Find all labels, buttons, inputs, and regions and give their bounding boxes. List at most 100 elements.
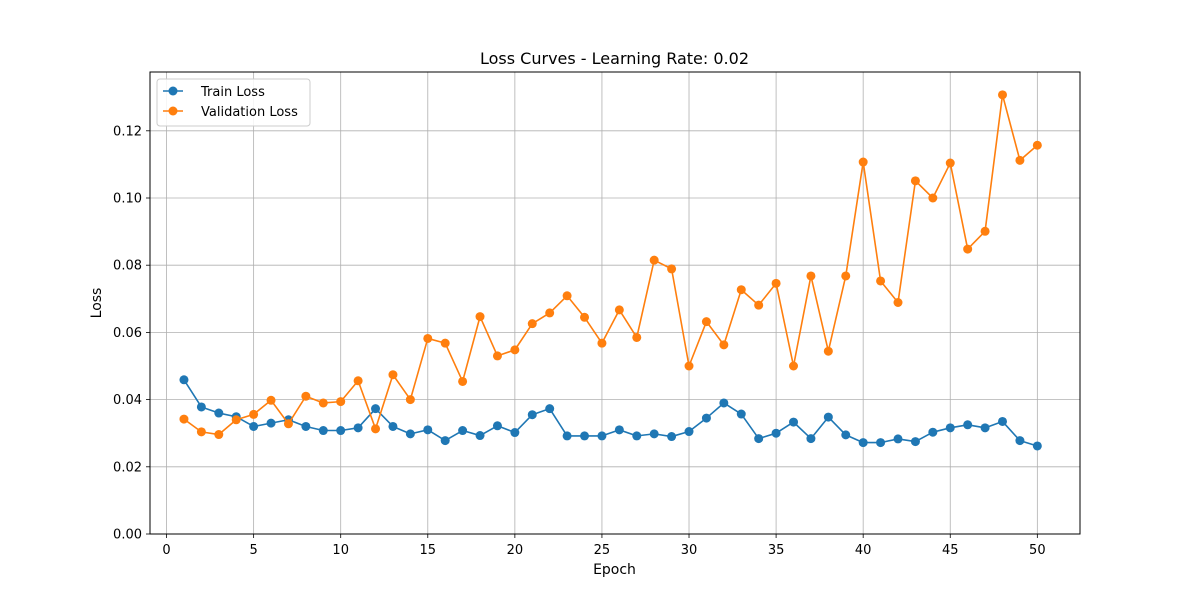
data-point-train: [893, 434, 903, 444]
x-tick-label: 40: [855, 543, 872, 558]
data-point-train: [649, 429, 659, 439]
x-tick-label: 10: [332, 543, 349, 558]
legend-label-validation: Validation Loss: [201, 105, 298, 120]
data-point-train: [980, 423, 990, 433]
data-point-validation: [806, 271, 816, 281]
data-point-validation: [562, 291, 572, 301]
data-point-validation: [492, 351, 502, 361]
x-tick-label: 0: [162, 543, 170, 558]
data-point-validation: [510, 345, 520, 355]
data-point-train: [562, 431, 572, 441]
legend-box: [156, 78, 311, 127]
data-point-validation: [998, 90, 1007, 100]
data-point-train: [754, 434, 764, 444]
data-point-train: [510, 428, 520, 438]
data-point-train: [806, 434, 816, 444]
y-tick-label: 0.00: [113, 528, 142, 543]
data-point-train: [701, 413, 711, 423]
data-point-train: [1015, 436, 1025, 446]
data-point-train: [858, 438, 868, 448]
data-point-validation: [928, 193, 938, 203]
legend-label-train: Train Loss: [200, 85, 265, 100]
data-point-validation: [789, 361, 799, 371]
data-point-train: [196, 402, 206, 412]
data-point-validation: [179, 414, 189, 424]
data-point-validation: [214, 430, 224, 440]
legend-marker-train: [168, 86, 178, 96]
y-tick-label: 0.12: [113, 124, 142, 139]
x-tick-label: 45: [942, 543, 959, 558]
data-point-train: [823, 412, 833, 422]
data-point-train: [597, 431, 607, 441]
data-point-validation: [876, 276, 886, 286]
data-point-train: [614, 425, 624, 435]
data-point-validation: [632, 332, 642, 342]
data-point-validation: [318, 398, 328, 408]
data-point-train: [179, 375, 189, 385]
data-point-validation: [545, 308, 555, 318]
data-point-train: [684, 427, 694, 437]
data-point-validation: [945, 158, 955, 168]
chart-title: Loss Curves - Learning Rate: 0.02: [480, 49, 749, 68]
data-point-train: [928, 427, 938, 437]
data-point-train: [1032, 441, 1042, 451]
data-point-validation: [249, 409, 259, 419]
data-point-train: [214, 408, 224, 418]
grid-lines: [150, 72, 1080, 535]
data-point-validation: [754, 300, 764, 310]
data-point-validation: [719, 340, 729, 350]
legend-marker-validation: [168, 106, 178, 116]
y-tick-label: 0.06: [113, 326, 142, 341]
data-point-train: [771, 428, 781, 438]
data-point-validation: [475, 312, 485, 322]
data-point-train: [580, 431, 590, 441]
data-point-validation: [963, 244, 973, 254]
x-tick-label: 25: [594, 543, 611, 558]
x-tick-label: 15: [420, 543, 437, 558]
data-point-validation: [458, 376, 468, 386]
data-point-train: [736, 409, 746, 419]
data-point-train: [336, 426, 346, 436]
data-point-validation: [858, 157, 868, 167]
data-point-train: [998, 416, 1007, 426]
data-point-validation: [841, 271, 851, 281]
legend: Train Loss Validation Loss: [156, 78, 311, 127]
y-tick-label: 0.08: [113, 259, 142, 274]
data-point-train: [527, 410, 537, 420]
y-tick-label: 0.10: [113, 192, 142, 207]
data-point-train: [475, 431, 485, 441]
data-point-validation: [353, 376, 363, 386]
data-point-train: [632, 431, 642, 441]
x-axis-label: Epoch: [593, 562, 636, 578]
series-line-train: [183, 379, 1038, 447]
series-layer: [179, 90, 1042, 451]
data-point-validation: [301, 391, 311, 401]
data-point-train: [405, 429, 415, 439]
data-point-train: [876, 438, 886, 448]
data-point-validation: [771, 278, 781, 288]
data-point-train: [910, 437, 920, 447]
x-tick-label: 50: [1029, 543, 1046, 558]
data-point-validation: [527, 319, 537, 329]
data-point-validation: [405, 395, 415, 405]
data-point-train: [318, 426, 328, 436]
data-point-validation: [980, 226, 990, 236]
data-point-train: [789, 417, 799, 427]
data-point-train: [249, 421, 259, 431]
data-point-validation: [597, 338, 607, 348]
data-point-validation: [283, 419, 293, 429]
data-point-validation: [701, 317, 711, 327]
data-point-validation: [196, 427, 206, 437]
data-point-validation: [336, 397, 346, 407]
data-point-validation: [667, 264, 677, 274]
axis-ticks: 0 5 10 15 20 25 30 35 40 45 50 0.00 0.02 0.04 0.06 0.08…: [113, 124, 1046, 558]
data-point-validation: [580, 312, 590, 322]
data-point-validation: [423, 333, 433, 343]
data-point-train: [266, 418, 276, 428]
y-tick-label: 0.02: [113, 460, 142, 475]
data-point-validation: [823, 346, 833, 356]
y-axis-label: Loss: [89, 288, 105, 319]
data-point-validation: [736, 285, 746, 295]
data-point-validation: [266, 395, 276, 405]
